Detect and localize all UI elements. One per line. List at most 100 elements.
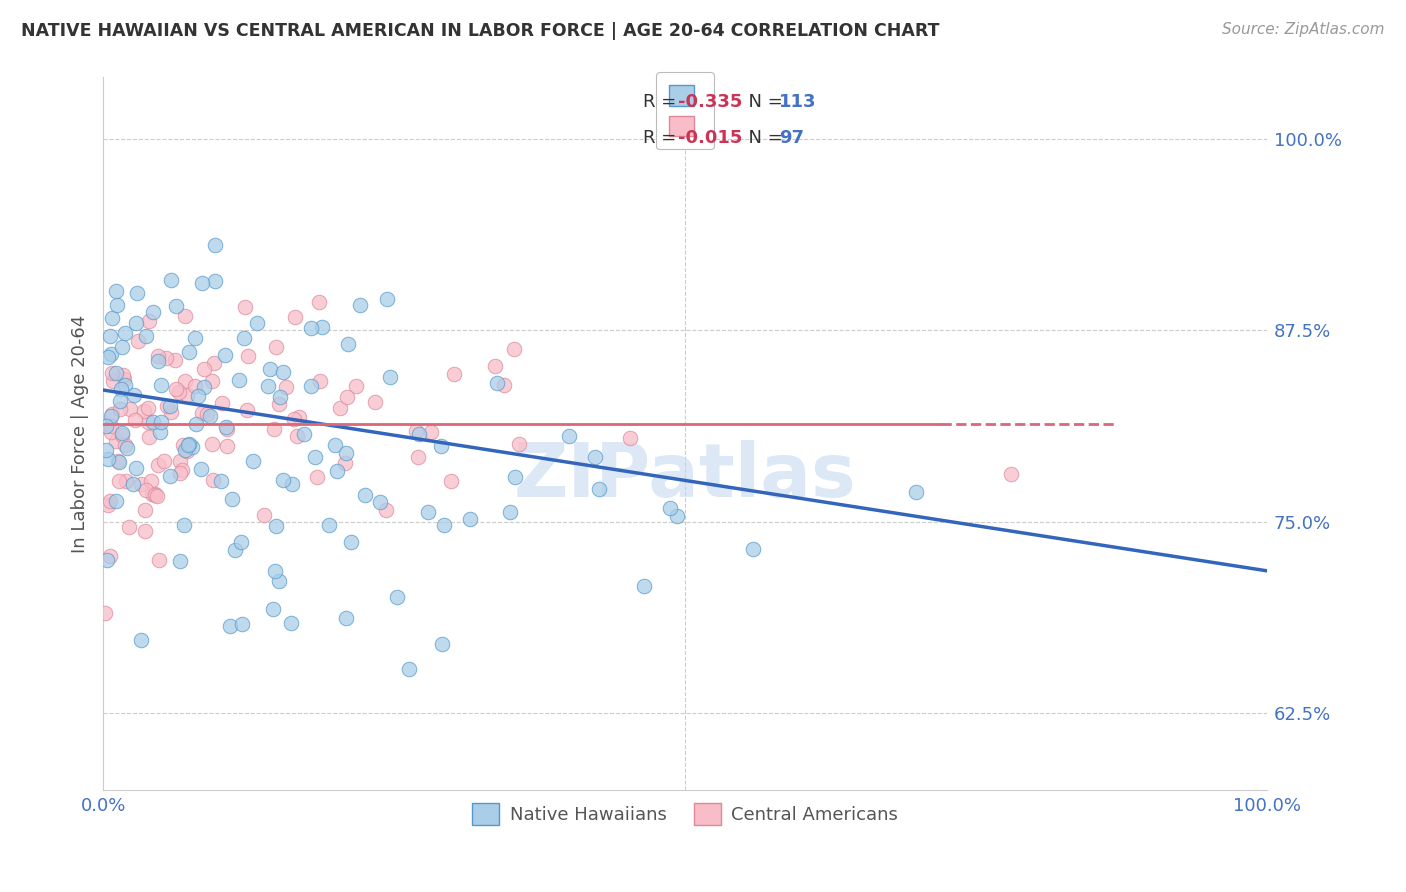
Point <box>374 502 396 516</box>
Point <box>440 475 463 489</box>
Point <box>337 336 360 351</box>
Point <box>127 334 149 349</box>
Point <box>492 377 515 392</box>
Point <box>97 499 120 513</box>
Point <box>204 238 226 252</box>
Point <box>305 469 328 483</box>
Point <box>149 415 172 429</box>
Text: 113: 113 <box>779 94 817 112</box>
Point <box>148 552 170 566</box>
Point <box>217 440 239 454</box>
Point <box>288 409 311 424</box>
Point <box>583 450 606 464</box>
Point <box>659 501 682 516</box>
Text: -0.015: -0.015 <box>678 129 742 147</box>
Point <box>215 420 238 434</box>
Point <box>172 438 194 452</box>
Point <box>138 430 160 444</box>
Point <box>142 305 165 319</box>
Point <box>96 552 118 566</box>
Point <box>193 361 215 376</box>
Text: N =: N = <box>737 129 789 147</box>
Point <box>329 401 352 415</box>
Point <box>201 374 224 388</box>
Point <box>235 403 257 417</box>
Point <box>280 615 302 630</box>
Point <box>398 662 420 676</box>
Point <box>104 434 127 449</box>
Point <box>125 316 148 330</box>
Point <box>184 331 207 345</box>
Point <box>134 403 156 417</box>
Point <box>105 285 128 299</box>
Point <box>349 298 371 312</box>
Point <box>160 273 183 287</box>
Point <box>420 425 443 439</box>
Point <box>153 453 176 467</box>
Point <box>141 474 163 488</box>
Point <box>333 456 356 470</box>
Point <box>408 427 430 442</box>
Point <box>169 466 191 480</box>
Point <box>262 602 284 616</box>
Point <box>155 351 177 365</box>
Point <box>100 425 122 439</box>
Point <box>111 428 134 442</box>
Point <box>292 426 315 441</box>
Point <box>508 437 530 451</box>
Point <box>264 519 287 533</box>
Point <box>336 390 359 404</box>
Point <box>100 347 122 361</box>
Point <box>429 439 451 453</box>
Point <box>177 437 200 451</box>
Point <box>201 436 224 450</box>
Legend: Native Hawaiians, Central Americans: Native Hawaiians, Central Americans <box>463 794 907 834</box>
Point <box>169 385 191 400</box>
Point <box>280 476 302 491</box>
Point <box>104 366 127 380</box>
Point <box>190 462 212 476</box>
Point <box>405 424 427 438</box>
Point <box>127 285 149 300</box>
Point <box>110 394 132 409</box>
Point <box>228 373 250 387</box>
Point <box>98 494 121 508</box>
Point <box>104 493 127 508</box>
Point <box>124 413 146 427</box>
Point <box>285 429 308 443</box>
Point <box>176 388 198 402</box>
Point <box>229 535 252 549</box>
Point <box>430 637 453 651</box>
Point <box>112 368 135 382</box>
Point <box>364 395 387 409</box>
Point <box>105 298 128 312</box>
Point <box>263 422 285 436</box>
Point <box>385 590 408 604</box>
Point <box>143 488 166 502</box>
Point <box>169 454 191 468</box>
Point <box>141 487 163 501</box>
Point <box>174 443 197 458</box>
Point <box>100 409 122 423</box>
Point <box>149 378 172 392</box>
Point <box>114 377 136 392</box>
Point <box>100 418 122 433</box>
Point <box>665 508 688 523</box>
Point <box>165 299 187 313</box>
Point <box>135 483 157 497</box>
Point <box>503 470 526 484</box>
Text: N =: N = <box>737 94 789 112</box>
Text: R =: R = <box>643 94 682 112</box>
Point <box>111 340 134 354</box>
Point <box>458 512 481 526</box>
Point <box>134 503 156 517</box>
Point <box>163 352 186 367</box>
Point <box>211 396 233 410</box>
Point <box>335 611 357 625</box>
Text: Source: ZipAtlas.com: Source: ZipAtlas.com <box>1222 22 1385 37</box>
Point <box>283 412 305 426</box>
Point <box>217 422 239 436</box>
Point <box>214 348 236 362</box>
Point <box>114 326 136 340</box>
Point <box>148 458 170 472</box>
